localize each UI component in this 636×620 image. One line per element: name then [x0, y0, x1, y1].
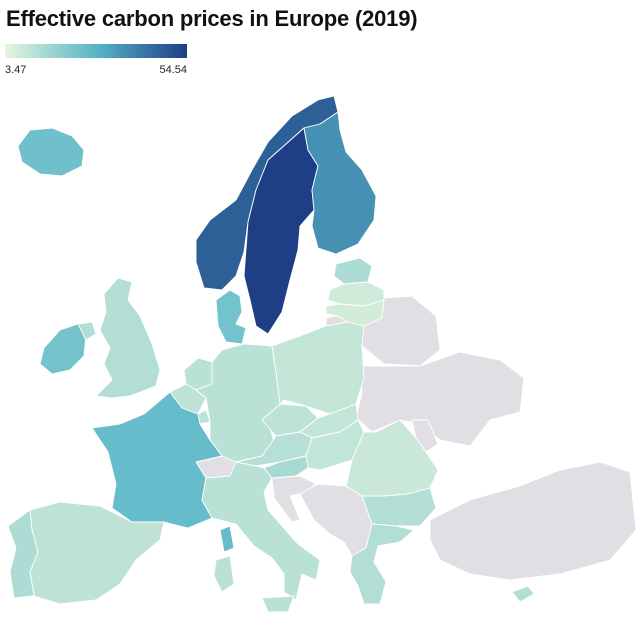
- legend-min-label: 3.47: [5, 64, 27, 76]
- country-moldova[interactable]: [411, 419, 439, 453]
- color-legend: 3.47 54.54: [5, 44, 187, 78]
- country-ireland[interactable]: [39, 323, 87, 375]
- country-finland[interactable]: [303, 111, 377, 255]
- country-lithuania[interactable]: [325, 299, 385, 327]
- legend-gradient-bar: [5, 44, 187, 58]
- country-cyprus[interactable]: [511, 585, 535, 603]
- country-croatia[interactable]: [271, 475, 317, 523]
- legend-max-label: 54.54: [159, 64, 187, 76]
- country-portugal[interactable]: [7, 509, 39, 599]
- country-estonia[interactable]: [333, 257, 373, 285]
- country-denmark[interactable]: [215, 289, 247, 345]
- country-turkey[interactable]: [429, 461, 636, 581]
- country-iceland[interactable]: [17, 127, 85, 177]
- country-united-kingdom[interactable]: [95, 277, 161, 399]
- country-greece[interactable]: [349, 523, 415, 605]
- page-title: Effective carbon prices in Europe (2019): [6, 6, 418, 31]
- country-corsica[interactable]: [219, 525, 235, 553]
- country-ukraine[interactable]: [355, 351, 525, 447]
- country-sardinia[interactable]: [213, 555, 235, 593]
- country-sicily[interactable]: [261, 595, 295, 613]
- country-italy[interactable]: [201, 461, 321, 601]
- country-france[interactable]: [91, 391, 223, 529]
- country-northern-ireland[interactable]: [77, 321, 97, 341]
- country-poland[interactable]: [271, 321, 365, 415]
- country-sweden[interactable]: [243, 127, 319, 335]
